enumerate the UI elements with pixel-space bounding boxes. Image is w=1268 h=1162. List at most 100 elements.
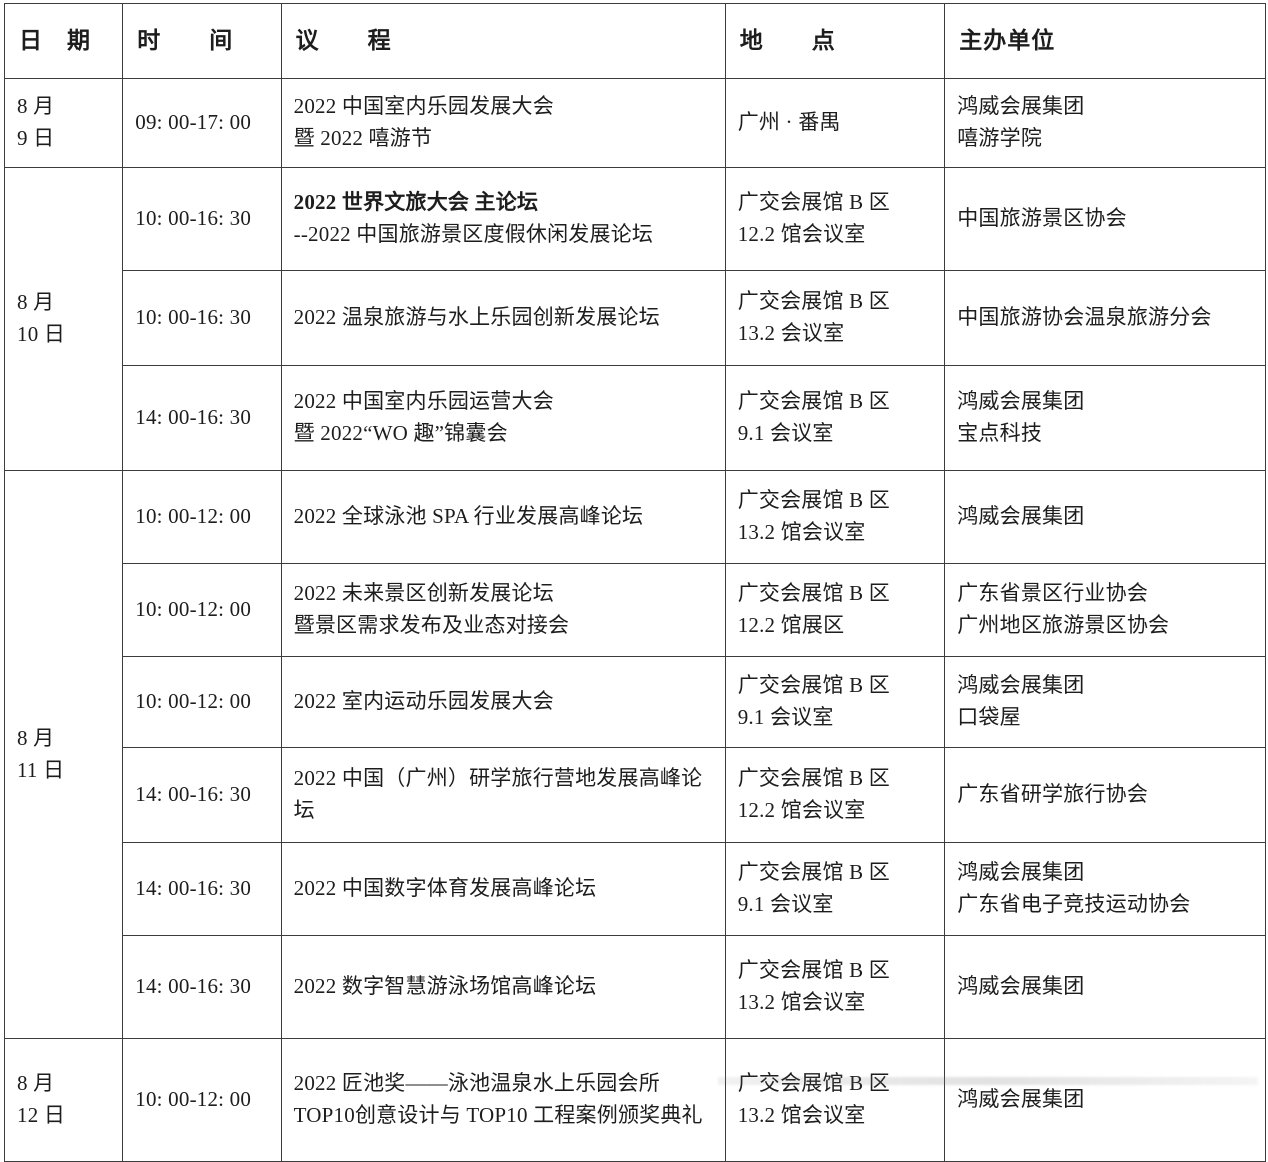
cell-organizer: 广东省研学旅行协会 bbox=[944, 747, 1266, 843]
cell-date: 8 月 10 日 bbox=[3, 167, 124, 471]
cell-line: 2022 中国数字体育发展高峰论坛 bbox=[293, 876, 597, 901]
cell-place: 广交会展馆 B 区13.2 馆会议室 bbox=[724, 1038, 946, 1162]
cell-organizer: 鸿威会展集团 bbox=[944, 1038, 1266, 1162]
cell-time: 10: 00-12: 00 bbox=[122, 1038, 282, 1162]
cell-organizer: 鸿威会展集团 bbox=[944, 935, 1266, 1039]
table-row: 10: 00-16: 30 2022 温泉旅游与水上乐园创新发展论坛 广交会展馆 B… bbox=[5, 270, 1266, 366]
cell-line: 2022 数字智慧游泳场馆高峰论坛 bbox=[293, 974, 597, 999]
cell-organizer: 鸿威会展集团 口袋屋 bbox=[944, 656, 1266, 748]
cell-line: 广东省研学旅行协会 bbox=[957, 782, 1149, 807]
cell-line: 宝点科技 bbox=[957, 421, 1043, 445]
cell-line: 暨 2022“WO 趣”锦囊会 bbox=[293, 421, 508, 445]
cell-place: 广交会展馆 B 区 13.2 会议室 bbox=[724, 270, 946, 366]
cell-line: 2022 中国室内乐园发展大会 bbox=[293, 94, 554, 119]
table-row: 10: 00-12: 00 2022 未来景区创新发展论坛 暨景区需求发布及业态对接… bbox=[5, 563, 1266, 657]
cell-line: 13.2 馆会议室 bbox=[737, 1103, 866, 1127]
cell-line: 8 月 bbox=[17, 1071, 55, 1096]
table-row: 8 月 10 日 10: 00-16: 30 2022 世界文旅大会 主论坛 --202… bbox=[3, 167, 1266, 471]
cell-line: 2022 全球泳池 SPA 行业发展高峰论坛 bbox=[293, 504, 644, 529]
cell-organizer: 鸿威会展集团 宝点科技 bbox=[944, 365, 1266, 471]
cell-line: 广交会展馆 B 区 bbox=[737, 581, 891, 606]
cell-line: 广交会展馆 B 区 bbox=[737, 673, 891, 698]
cell-place: 广交会展馆 B 区 13.2 馆会议室 bbox=[724, 470, 946, 564]
cell-line: 9.1 会议室 bbox=[737, 892, 834, 916]
cell-line: 广交会展馆 B 区 bbox=[737, 488, 891, 513]
column-header-time: 时 间 bbox=[122, 3, 282, 79]
cell-line: 中国旅游协会温泉旅游分会 bbox=[957, 305, 1212, 330]
cell-line: 12.2 馆会议室 bbox=[737, 222, 866, 246]
cell-line: 广交会展馆 B 区 bbox=[737, 289, 891, 314]
cell-topic: 2022 中国室内乐园运营大会暨 2022“WO 趣”锦囊会 bbox=[280, 365, 726, 471]
cell-line: 广交会展馆 B 区 bbox=[737, 190, 891, 215]
table-row: 8 月 12 日 10: 00-12: 00 2022 匠池奖——泳池温泉水上乐园会所… bbox=[3, 1038, 1266, 1162]
cell-line: 12.2 馆会议室 bbox=[737, 798, 866, 822]
cell-organizer: 中国旅游协会温泉旅游分会 bbox=[944, 270, 1266, 366]
cell-topic: 2022 全球泳池 SPA 行业发展高峰论坛 bbox=[280, 470, 726, 564]
cell-topic: 2022 室内运动乐园发展大会 bbox=[280, 656, 726, 748]
cell-line: 9 日 bbox=[17, 126, 55, 150]
cell-line: 9.1 会议室 bbox=[737, 705, 834, 729]
cell-line: 8 月 bbox=[17, 290, 55, 315]
cell-line: 2022 中国室内乐园运营大会 bbox=[293, 389, 554, 414]
cell-topic: 2022 中国（广州）研学旅行营地发展高峰论坛 bbox=[280, 747, 726, 843]
cell-topic: 2022 中国室内乐园发展大会暨 2022 嘻游节 bbox=[280, 78, 726, 168]
header-row: 日 期 时 间 议 程 地 点 主办单位 bbox=[3, 3, 1266, 79]
cell-line: 2022 室内运动乐园发展大会 bbox=[293, 689, 554, 714]
cell-line: 暨景区需求发布及业态对接会 bbox=[293, 613, 570, 637]
cell-time: 10: 00-12: 00 bbox=[122, 563, 282, 657]
cell-time: 14: 00-16: 30 bbox=[122, 842, 282, 936]
cell-place: 广交会展馆 B 区 12.2 馆会议室 bbox=[724, 747, 946, 843]
cell-line: 鸿威会展集团 bbox=[957, 504, 1085, 529]
cell-time: 14: 00-16: 30 bbox=[122, 365, 282, 471]
table-row: 14: 00-16: 30 2022 中国（广州）研学旅行营地发展高峰论坛 广交会展… bbox=[5, 747, 1266, 843]
table-row: 14: 00-16: 30 2022 中国数字体育发展高峰论坛 广交会展馆 B 区 9… bbox=[5, 842, 1266, 936]
cell-time: 14: 00-16: 30 bbox=[122, 747, 282, 843]
cell-line: 8 月 bbox=[17, 94, 55, 119]
table-row: 8 月 11 日 10: 00-12: 00 2022 全球泳池 SPA 行业发展高峰… bbox=[3, 470, 1266, 1039]
cell-organizer: 广东省景区行业协会 广州地区旅游景区协会 bbox=[944, 563, 1266, 657]
cell-line: 鸿威会展集团 bbox=[957, 1087, 1085, 1112]
cell-organizer: 中国旅游景区协会 bbox=[944, 167, 1266, 271]
cell-line: 鸿威会展集团 bbox=[957, 974, 1085, 999]
cell-line: 中国旅游景区协会 bbox=[957, 206, 1127, 231]
cell-line: 11 日 bbox=[17, 757, 65, 782]
cell-line: 2022 匠池奖——泳池温泉水上乐园会所TOP10创意设计与 TOP10 工程案… bbox=[293, 1071, 703, 1127]
cell-organizer: 鸿威会展集团 bbox=[944, 470, 1266, 564]
cell-topic: 2022 世界文旅大会 主论坛 --2022 中国旅游景区度假休闲发展论坛 bbox=[280, 167, 726, 271]
cell-line: 10 日 bbox=[17, 322, 66, 346]
cell-topic: 2022 匠池奖——泳池温泉水上乐园会所TOP10创意设计与 TOP10 工程案… bbox=[280, 1038, 726, 1162]
cell-line: 广州地区旅游景区协会 bbox=[957, 613, 1170, 637]
column-header-place: 地 点 bbox=[724, 3, 946, 79]
cell-date: 8 月 11 日 bbox=[3, 470, 124, 1039]
table-row: 10: 00-12: 00 2022 室内运动乐园发展大会 广交会展馆 B 区 9.1… bbox=[5, 656, 1266, 748]
cell-place: 广州 · 番禺 bbox=[724, 78, 946, 168]
cell-topic: 2022 未来景区创新发展论坛 暨景区需求发布及业态对接会 bbox=[280, 563, 726, 657]
cell-line: 13.2 馆会议室 bbox=[737, 520, 866, 544]
table-row: 14: 00-16: 30 2022 数字智慧游泳场馆高峰论坛 广交会展馆 B 区 1… bbox=[5, 935, 1266, 1039]
cell-topic: 2022 数字智慧游泳场馆高峰论坛 bbox=[280, 935, 726, 1039]
cell-organizer: 鸿威会展集团 嘻游学院 bbox=[944, 78, 1266, 168]
cell-line: 2022 中国（广州）研学旅行营地发展高峰论坛 bbox=[293, 766, 703, 822]
cell-line: 8 月 bbox=[17, 725, 55, 750]
cell-line: 2022 未来景区创新发展论坛 bbox=[293, 581, 554, 606]
table-row: 14: 00-16: 30 2022 中国室内乐园运营大会暨 2022“WO 趣”… bbox=[5, 365, 1266, 471]
cell-date: 8 月 12 日 bbox=[3, 1038, 124, 1162]
cell-line: 13.2 馆会议室 bbox=[737, 990, 866, 1014]
cell-line: 9.1 会议室 bbox=[737, 421, 834, 445]
cell-line: 广东省景区行业协会 bbox=[957, 581, 1149, 606]
cell-time: 10: 00-16: 30 bbox=[122, 167, 282, 271]
cell-place: 广交会展馆 B 区 12.2 馆展区 bbox=[724, 563, 946, 657]
cell-place: 广交会展馆 B 区 9.1 会议室 bbox=[724, 656, 946, 748]
cell-line: 广东省电子竞技运动协会 bbox=[957, 892, 1191, 916]
cell-line: 广交会展馆 B 区 bbox=[737, 389, 891, 414]
page-footer-artifact bbox=[718, 1077, 1258, 1085]
cell-line: 12.2 馆展区 bbox=[737, 613, 845, 637]
cell-line: 鸿威会展集团 bbox=[957, 94, 1085, 119]
cell-time: 10: 00-12: 00 bbox=[122, 656, 282, 748]
